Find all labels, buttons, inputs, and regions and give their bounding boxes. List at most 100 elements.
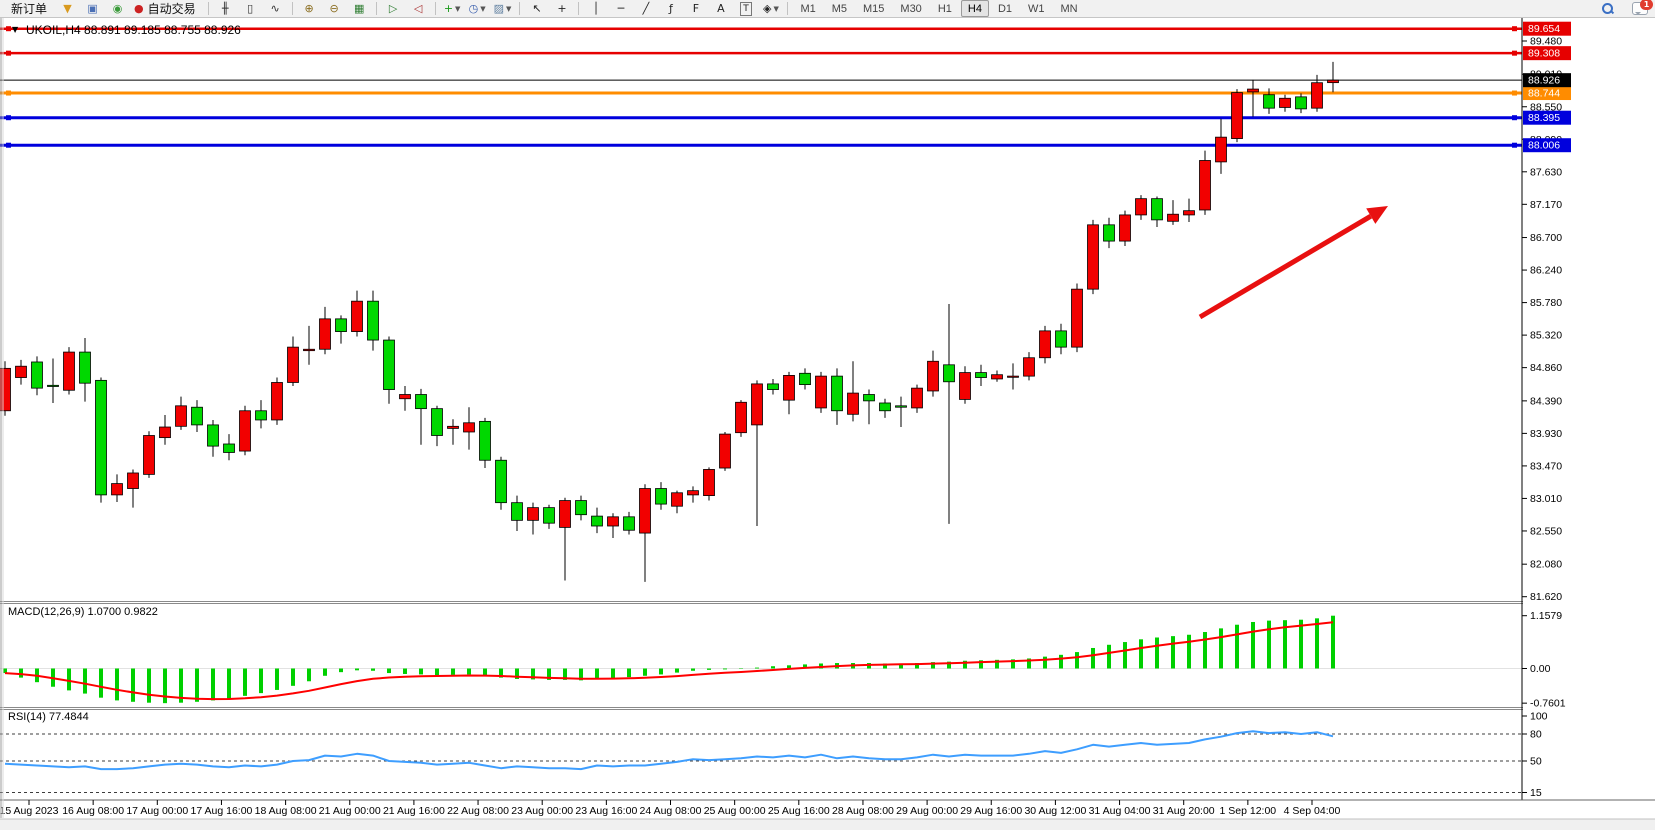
rsi-scale-label: 100 [1530,711,1548,723]
trendline-icon: ╱ [642,1,650,15]
zoom-out-icon[interactable]: ⊖ [323,0,346,18]
resistance-line-2[interactable] [0,50,1522,56]
resistance-line-1-handle-left[interactable] [6,26,11,32]
candle-bull [639,488,651,534]
fibonacci-channel-icon[interactable]: F [684,0,707,18]
trendline-icon[interactable]: ╱ [634,0,657,18]
time-axis-label: 30 Aug 12:00 [1024,805,1086,817]
candlestick-chart-icon[interactable]: ▯ [239,0,262,18]
timeframe-m30-button[interactable]: M30 [900,2,922,15]
timeframe-h4-button[interactable]: H4 [960,0,989,17]
candle-bull [1023,357,1035,377]
macd-histogram-bar [979,660,983,669]
timeframe-d1-button[interactable]: D1 [997,2,1012,15]
price-tag-88.744: 88.744 [1523,86,1571,101]
periods-icon[interactable]: ◷ ▼ [466,0,489,18]
candle-bull [351,300,363,332]
trend-arrow[interactable] [1198,206,1388,320]
candle-bull [127,472,139,489]
resistance-line-1-handle-right[interactable] [1512,26,1517,32]
macd-histogram-bar [883,663,887,669]
svg-text:89.308: 89.308 [1528,48,1560,60]
market-watch-icon: ▣ [87,1,98,15]
macd-histogram-bar [531,668,535,680]
auto-scroll-icon[interactable]: ▷ [382,0,405,18]
candle-bull [63,351,75,391]
level-line-orange-handle-left[interactable] [6,90,11,96]
candle-bear [431,408,443,436]
support-line-blue-1-handle-right[interactable] [1512,115,1517,121]
horizontal-line-icon[interactable]: ─ [609,0,632,18]
notifications-button[interactable]: 1 [1621,0,1653,18]
line-chart-icon: ∿ [270,1,280,15]
candle-bear [575,500,587,516]
support-line-blue-1-handle-left[interactable] [6,115,11,121]
timeframe-w1-button[interactable]: W1 [1028,2,1045,15]
bar-chart-icon[interactable]: ╫ [214,0,237,18]
text-label-icon[interactable]: T [734,0,757,18]
market-watch-icon[interactable]: ▣ [81,0,104,18]
auto-trading-button-label: 自动交易 [147,1,196,16]
chart-shift-icon[interactable]: ◁ [407,0,430,18]
time-axis-label: 15 Aug 2023 [0,805,59,817]
support-line-blue-2-handle-right[interactable] [1512,142,1517,148]
auto-trading-button: ● [134,1,144,15]
text-icon[interactable]: A [709,0,732,18]
resistance-line-2-handle-right[interactable] [1512,50,1517,56]
arrows-icon: ◈ [763,1,772,15]
candle-bear [207,424,219,447]
resistance-line-2-handle-left[interactable] [6,50,11,56]
auto-trading-button[interactable]: ● 自动交易 [131,0,203,18]
timeframe-mn-button[interactable]: MN [1060,2,1078,15]
timeframe-h1-button[interactable]: H1 [937,2,952,15]
candle-bull [1119,214,1131,242]
support-line-blue-1[interactable] [0,115,1522,121]
candle-bull [15,365,27,378]
macd-histogram-bar [1219,628,1223,669]
candle-bull [1215,136,1227,163]
line-chart-icon[interactable]: ∿ [264,0,287,18]
macd-histogram-bar [691,668,695,671]
level-line-orange-handle-right[interactable] [1512,90,1517,96]
time-axis-label: 17 Aug 00:00 [126,805,188,817]
zoom-in-icon[interactable]: ⊕ [298,0,321,18]
macd-histogram-bar [1299,619,1303,669]
chart-dropdown-icon[interactable]: ▼ [12,25,19,34]
price-tick-label: 83.930 [1530,428,1562,440]
support-line-blue-2-handle-left[interactable] [6,142,11,148]
data-window-icon[interactable]: ◉ [106,0,129,18]
macd-histogram-bar [899,663,903,669]
resistance-line-1[interactable] [0,26,1522,32]
toolbar-separator [291,2,293,15]
macd-histogram-bar [659,668,663,675]
time-axis[interactable]: 15 Aug 2023 16 Aug 08:00 17 Aug 00:00 17 Au… [0,799,1655,830]
search-button[interactable] [1596,0,1619,18]
cursor-icon[interactable]: ↖ [525,0,548,18]
macd-histogram-bar [467,668,471,675]
support-line-blue-2[interactable] [0,142,1522,148]
templates-icon[interactable]: ▨ ▼ [491,0,515,18]
timeframe-m1-button[interactable]: M1 [800,2,816,15]
macd-histogram-bar [259,668,263,694]
timeframe-m15-button[interactable]: M15 [863,2,885,15]
timeframe-m5-button[interactable]: M5 [831,2,847,15]
vertical-line-icon[interactable]: │ [584,0,607,18]
chart-profile-icon[interactable]: ▼ [56,0,79,18]
fibonacci-icon[interactable]: ƒ [659,0,682,18]
price-axis[interactable]: 89.48089.01088.55088.09087.63087.17086.7… [1521,18,1655,800]
time-axis-label: 23 Aug 00:00 [511,805,573,817]
rsi-indicator-label: RSI(14) 77.4844 [8,711,89,723]
candle-bull [287,346,299,383]
level-line-orange[interactable] [0,90,1522,96]
macd-histogram-bar [387,668,391,674]
arrows-icon[interactable]: ◈ ▼ [759,0,782,18]
crosshair-icon[interactable]: + [550,0,573,18]
candle-bull [559,500,571,528]
new-order-button[interactable]: 新订单 [4,0,54,18]
candle-bull [399,394,411,400]
macd-histogram-bar [211,668,215,701]
time-axis-label: 25 Aug 00:00 [704,805,766,817]
tile-windows-icon[interactable]: ▦ [348,0,371,18]
add-indicators-icon[interactable]: + ▼ [441,0,464,18]
